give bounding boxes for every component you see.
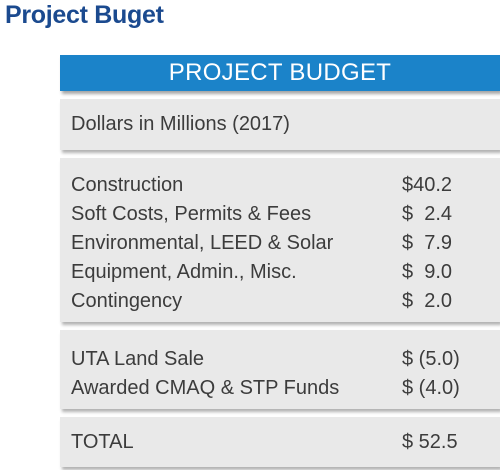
units-note: Dollars in Millions (2017)	[71, 113, 290, 135]
row-value: $ 2.0	[402, 290, 453, 312]
budget-row-environmental: Environmental, LEED & Solar $ 7.9	[71, 229, 480, 258]
budget-row-land-sale: UTA Land Sale $ (5.0)	[71, 345, 480, 374]
row-label: Environmental, LEED & Solar	[71, 232, 334, 254]
row-value: $40.2	[402, 174, 453, 196]
row-value: $ 2.4	[402, 203, 453, 225]
row-label: Soft Costs, Permits & Fees	[71, 203, 312, 225]
budget-row-soft-costs: Soft Costs, Permits & Fees $ 2.4	[71, 200, 480, 229]
row-value: $ (5.0)	[402, 348, 460, 370]
total-label: TOTAL	[71, 430, 134, 453]
row-label: Contingency	[71, 290, 183, 312]
row-label: Construction	[71, 174, 184, 196]
total-panel: TOTAL $ 52.5	[60, 417, 500, 467]
budget-table: PROJECT BUDGET Dollars in Millions (2017…	[60, 55, 500, 467]
budget-row-awarded-funds: Awarded CMAQ & STP Funds $ (4.0)	[71, 374, 480, 403]
page-title: Project Buget	[5, 1, 164, 29]
table-header-label: PROJECT BUDGET	[168, 59, 392, 86]
row-value: $ (4.0)	[402, 377, 460, 399]
budget-row-contingency: Contingency $ 2.0	[71, 287, 480, 316]
row-label: Awarded CMAQ & STP Funds	[71, 377, 340, 399]
units-panel: Dollars in Millions (2017)	[60, 99, 500, 150]
table-header: PROJECT BUDGET	[60, 55, 500, 91]
budget-row-equipment: Equipment, Admin., Misc. $ 9.0	[71, 258, 480, 287]
row-label: UTA Land Sale	[71, 348, 205, 370]
row-label: Equipment, Admin., Misc.	[71, 261, 297, 283]
cost-items-panel: Construction $40.2 Soft Costs, Permits &…	[60, 158, 500, 322]
budget-row-construction: Construction $40.2	[71, 171, 480, 200]
total-value: $ 52.5	[402, 430, 458, 453]
row-value: $ 7.9	[402, 232, 453, 254]
offsets-panel: UTA Land Sale $ (5.0) Awarded CMAQ & STP…	[60, 330, 500, 409]
row-value: $ 9.0	[402, 261, 453, 283]
